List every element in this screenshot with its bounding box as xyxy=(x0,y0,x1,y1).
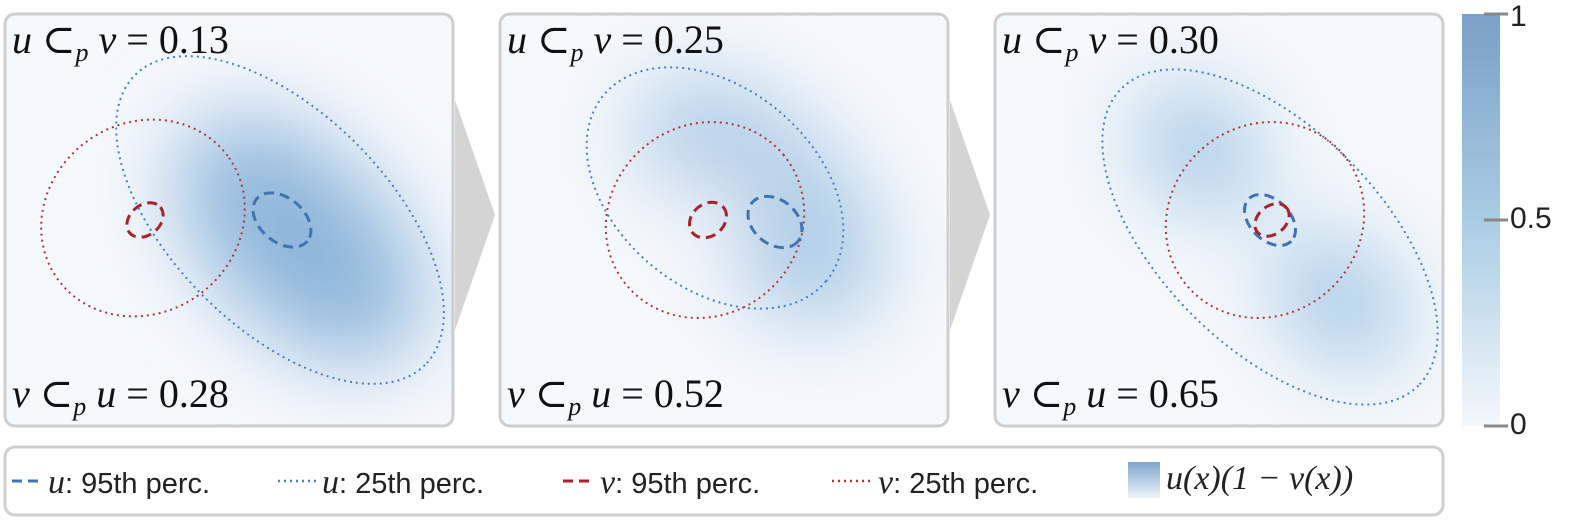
panel-label: u ⊂p v = 0.30 xyxy=(1002,17,1219,67)
colorbar-label: 0.5 xyxy=(1510,202,1552,235)
legend-entry: u: 95th perc. xyxy=(48,464,211,501)
panel xyxy=(498,12,950,428)
legend-box xyxy=(3,445,1445,517)
legend-entry: v: 95th perc. xyxy=(600,464,761,501)
panel-label: v ⊂p u = 0.28 xyxy=(12,371,229,421)
colorbar-label: 0 xyxy=(1510,408,1527,441)
arrow xyxy=(950,100,990,330)
panel-label: u ⊂p v = 0.25 xyxy=(507,17,724,67)
legend-entry: v: 25th perc. xyxy=(878,464,1039,501)
legend-entry: u: 25th perc. xyxy=(322,464,485,501)
panel xyxy=(993,12,1445,428)
legend-swatch xyxy=(1128,462,1160,498)
panel-label: v ⊂p u = 0.52 xyxy=(507,371,724,421)
panel-label: v ⊂p u = 0.65 xyxy=(1002,371,1219,421)
colorbar-label: 1 xyxy=(1510,0,1527,33)
legend-entry: u(x)(1 − v(x)) xyxy=(1166,460,1354,497)
panel xyxy=(3,12,455,428)
arrow xyxy=(455,100,495,330)
panel-label: u ⊂p v = 0.13 xyxy=(12,17,229,67)
